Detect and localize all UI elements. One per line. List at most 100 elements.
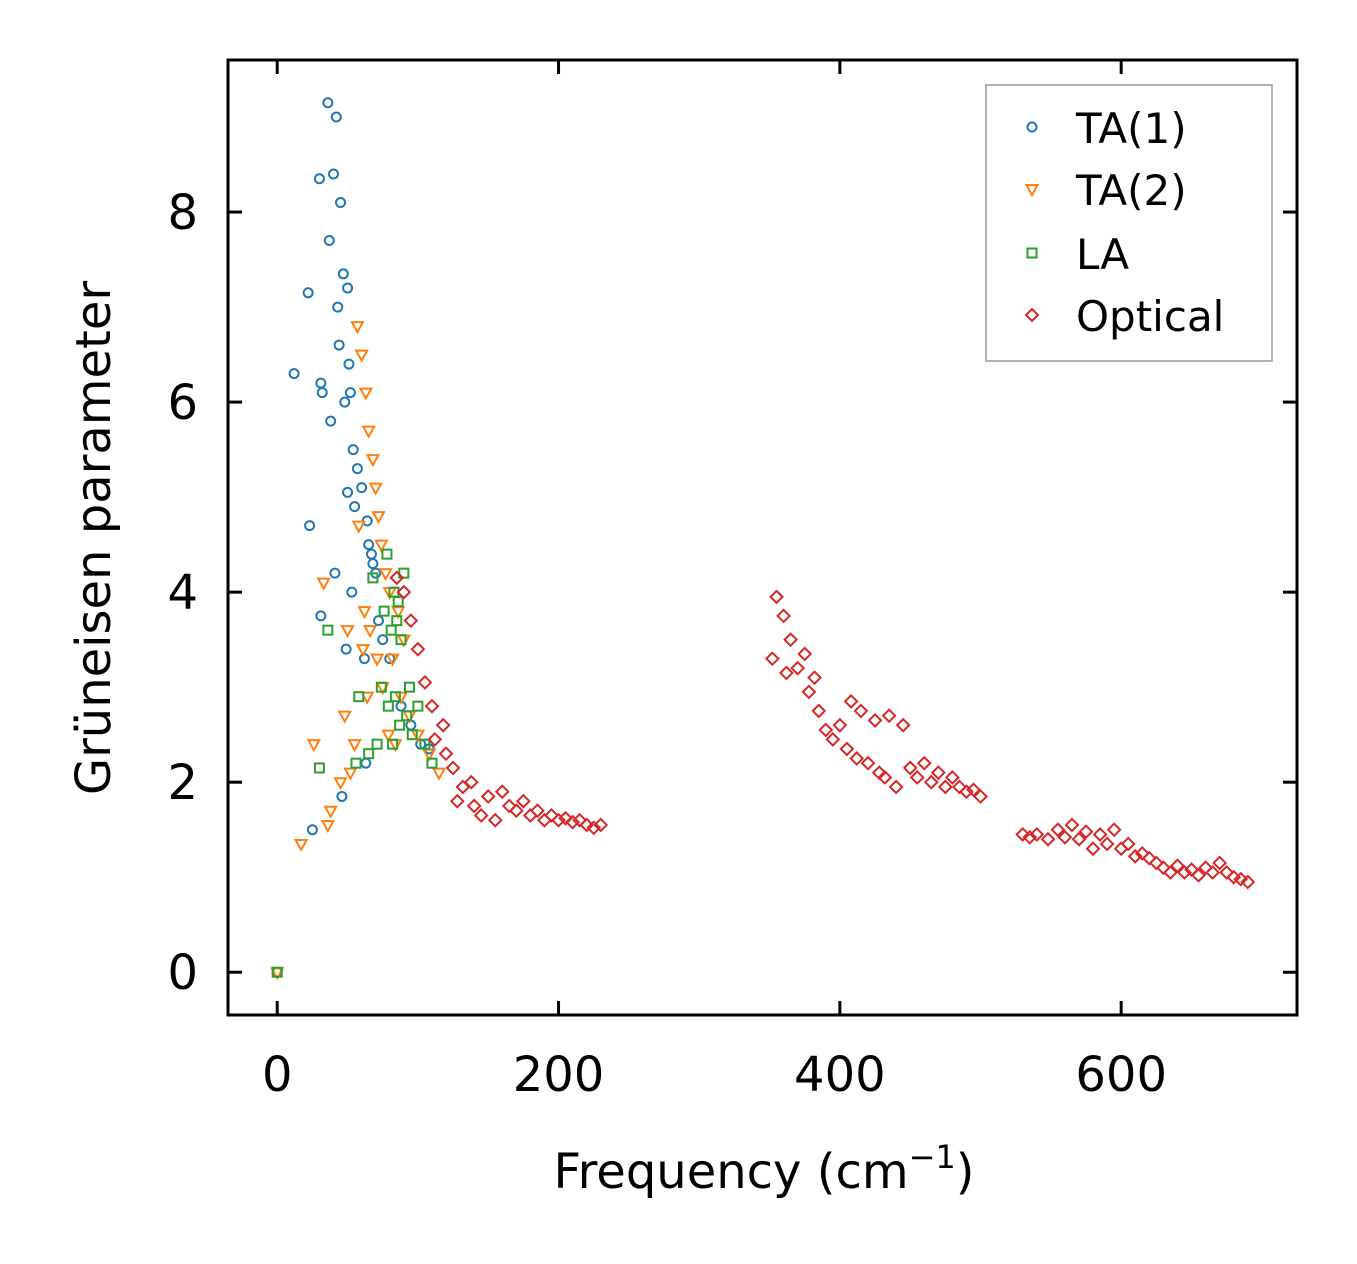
data-point — [322, 97, 334, 109]
data-point — [346, 586, 358, 598]
legend-label-ta2: TA(2) — [1075, 166, 1187, 215]
data-point — [320, 819, 336, 834]
data-point — [349, 501, 361, 513]
data-point — [360, 691, 375, 705]
legend-label-ta1: TA(1) — [1075, 104, 1187, 153]
data-point — [353, 691, 365, 703]
data-point — [930, 765, 946, 781]
data-point — [923, 774, 939, 790]
data-point — [1078, 824, 1094, 840]
x-tick-label: 600 — [1075, 1047, 1167, 1103]
data-point — [1106, 822, 1122, 838]
data-point — [393, 691, 409, 705]
data-point — [445, 760, 461, 776]
data-point — [487, 812, 503, 828]
data-point — [405, 719, 417, 731]
y-tick-label: 8 — [167, 185, 198, 241]
data-point — [1233, 871, 1249, 887]
data-point — [424, 698, 440, 714]
data-point — [421, 748, 437, 762]
data-point — [877, 770, 893, 785]
data-point — [909, 770, 925, 785]
data-point — [1022, 829, 1038, 845]
data-point — [350, 321, 365, 335]
data-point — [776, 608, 792, 624]
axis-ticks: 0 200 400 600 0 2 4 6 8 — [167, 60, 1297, 1103]
data-point — [417, 674, 433, 690]
data-point — [966, 782, 981, 798]
data-point — [959, 784, 974, 800]
data-point — [895, 717, 911, 733]
data-point — [339, 396, 351, 408]
data-point — [426, 757, 438, 769]
data-point — [902, 760, 918, 776]
legend: TA(1) TA(2) LA Optical — [985, 84, 1273, 362]
data-point — [466, 798, 482, 814]
x-axis-title: Frequency (cm−1) — [553, 1138, 974, 1200]
data-point — [355, 644, 371, 658]
data-point — [382, 700, 394, 712]
data-point — [403, 613, 419, 629]
data-point — [373, 615, 385, 627]
y-tick-label: 2 — [167, 755, 198, 811]
data-point — [1141, 850, 1157, 866]
data-point — [565, 814, 581, 830]
data-point — [790, 660, 806, 676]
data-point — [410, 641, 426, 657]
data-point — [807, 670, 822, 686]
axes-frame — [226, 58, 1299, 1017]
data-point — [323, 235, 335, 247]
data-point — [378, 605, 390, 617]
data-point — [315, 377, 327, 389]
data-point — [371, 738, 383, 750]
data-point — [593, 817, 609, 833]
y-tick-label: 0 — [167, 945, 198, 1001]
data-point — [1085, 841, 1101, 857]
data-point — [329, 567, 341, 579]
data-point — [313, 173, 325, 185]
data-point — [342, 486, 354, 498]
data-point — [508, 803, 524, 819]
data-point — [1191, 867, 1206, 883]
data-point — [494, 784, 510, 800]
data-point — [369, 653, 385, 667]
plot-area — [270, 97, 1256, 981]
legend-marker-optical — [1024, 307, 1040, 323]
data-point — [381, 548, 393, 560]
data-point — [342, 282, 354, 294]
data-point — [306, 739, 321, 753]
data-point — [367, 572, 379, 584]
data-point — [378, 568, 393, 582]
data-point — [419, 738, 431, 750]
data-point — [293, 838, 309, 853]
data-point — [530, 803, 545, 819]
legend-marker-ta1 — [1026, 121, 1038, 133]
data-point — [365, 548, 377, 560]
data-point — [332, 301, 344, 313]
x-axis-title-superscript: −1 — [909, 1138, 956, 1176]
data-point — [1064, 817, 1080, 833]
data-point — [1134, 846, 1150, 861]
data-point — [515, 793, 531, 809]
data-point — [888, 779, 904, 795]
data-point — [375, 681, 387, 693]
data-point — [394, 719, 406, 731]
data-point — [1029, 827, 1045, 842]
data-point — [385, 624, 397, 636]
data-point — [1219, 865, 1235, 880]
data-point — [1127, 848, 1143, 864]
data-point — [463, 774, 479, 790]
data-point — [361, 425, 376, 439]
data-point — [778, 665, 794, 681]
data-point — [435, 717, 451, 733]
data-point — [365, 454, 381, 468]
data-point — [544, 808, 559, 823]
data-point — [849, 751, 865, 766]
series-ta2 — [270, 321, 447, 981]
data-point — [271, 966, 283, 978]
data-point — [579, 817, 595, 833]
data-point — [843, 694, 859, 709]
data-point — [867, 713, 883, 728]
data-point — [412, 700, 424, 712]
x-axis-title-main: Frequency (cm — [553, 1144, 908, 1200]
